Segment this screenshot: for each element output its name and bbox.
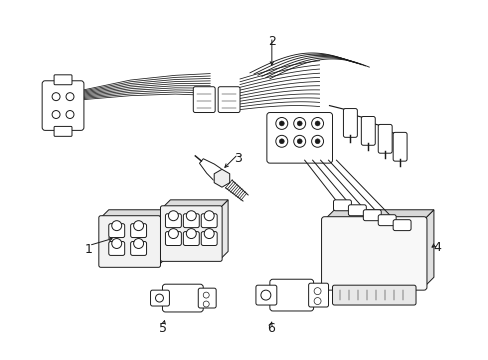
Circle shape <box>204 229 214 239</box>
Circle shape <box>168 211 178 221</box>
Polygon shape <box>158 210 166 265</box>
Circle shape <box>52 93 60 100</box>
Polygon shape <box>423 210 433 287</box>
FancyBboxPatch shape <box>108 224 124 238</box>
FancyBboxPatch shape <box>42 81 84 130</box>
Circle shape <box>279 121 284 126</box>
Polygon shape <box>324 210 433 220</box>
Circle shape <box>314 139 320 144</box>
Circle shape <box>133 239 143 248</box>
FancyBboxPatch shape <box>99 216 160 267</box>
FancyBboxPatch shape <box>347 205 366 216</box>
FancyBboxPatch shape <box>130 224 146 238</box>
Circle shape <box>203 301 209 307</box>
Circle shape <box>297 121 302 126</box>
FancyBboxPatch shape <box>269 279 313 311</box>
Circle shape <box>297 139 302 144</box>
FancyBboxPatch shape <box>201 214 217 228</box>
FancyBboxPatch shape <box>165 231 181 246</box>
FancyBboxPatch shape <box>343 109 357 137</box>
FancyBboxPatch shape <box>162 284 203 312</box>
FancyBboxPatch shape <box>193 87 215 113</box>
Polygon shape <box>199 159 222 180</box>
Circle shape <box>293 135 305 147</box>
FancyBboxPatch shape <box>332 285 415 305</box>
Circle shape <box>311 135 323 147</box>
Circle shape <box>52 111 60 118</box>
Polygon shape <box>214 169 229 187</box>
Polygon shape <box>162 200 227 208</box>
FancyBboxPatch shape <box>150 290 169 306</box>
Text: 4: 4 <box>432 241 440 254</box>
FancyBboxPatch shape <box>108 242 124 255</box>
Text: 6: 6 <box>266 322 274 336</box>
Circle shape <box>313 298 321 305</box>
Circle shape <box>275 117 287 129</box>
Circle shape <box>155 294 163 302</box>
Circle shape <box>186 211 196 221</box>
FancyBboxPatch shape <box>160 206 222 261</box>
FancyBboxPatch shape <box>130 242 146 255</box>
FancyBboxPatch shape <box>54 126 72 136</box>
Text: 2: 2 <box>267 35 275 48</box>
Circle shape <box>168 229 178 239</box>
FancyBboxPatch shape <box>201 231 217 246</box>
FancyBboxPatch shape <box>218 87 240 113</box>
Circle shape <box>293 117 305 129</box>
Circle shape <box>203 292 209 298</box>
Polygon shape <box>101 210 166 218</box>
FancyBboxPatch shape <box>255 285 276 305</box>
FancyBboxPatch shape <box>363 210 381 221</box>
Circle shape <box>311 117 323 129</box>
Circle shape <box>261 290 270 300</box>
Circle shape <box>314 121 320 126</box>
Circle shape <box>204 211 214 221</box>
Circle shape <box>66 93 74 100</box>
Circle shape <box>112 221 122 231</box>
Polygon shape <box>220 200 227 260</box>
FancyBboxPatch shape <box>308 283 328 307</box>
FancyBboxPatch shape <box>377 215 395 226</box>
Circle shape <box>66 111 74 118</box>
Circle shape <box>112 239 122 248</box>
FancyBboxPatch shape <box>54 75 72 85</box>
FancyBboxPatch shape <box>198 288 216 308</box>
FancyBboxPatch shape <box>183 231 199 246</box>
FancyBboxPatch shape <box>333 200 351 211</box>
Circle shape <box>275 135 287 147</box>
Text: 5: 5 <box>159 322 167 336</box>
FancyBboxPatch shape <box>165 214 181 228</box>
FancyBboxPatch shape <box>392 132 406 161</box>
Text: 1: 1 <box>85 243 93 256</box>
Circle shape <box>186 229 196 239</box>
FancyBboxPatch shape <box>361 117 374 145</box>
Circle shape <box>279 139 284 144</box>
Circle shape <box>133 221 143 231</box>
Circle shape <box>313 288 321 294</box>
FancyBboxPatch shape <box>377 125 391 153</box>
FancyBboxPatch shape <box>183 214 199 228</box>
FancyBboxPatch shape <box>321 217 426 290</box>
FancyBboxPatch shape <box>266 113 332 163</box>
FancyBboxPatch shape <box>392 220 410 231</box>
Text: 3: 3 <box>234 152 242 165</box>
